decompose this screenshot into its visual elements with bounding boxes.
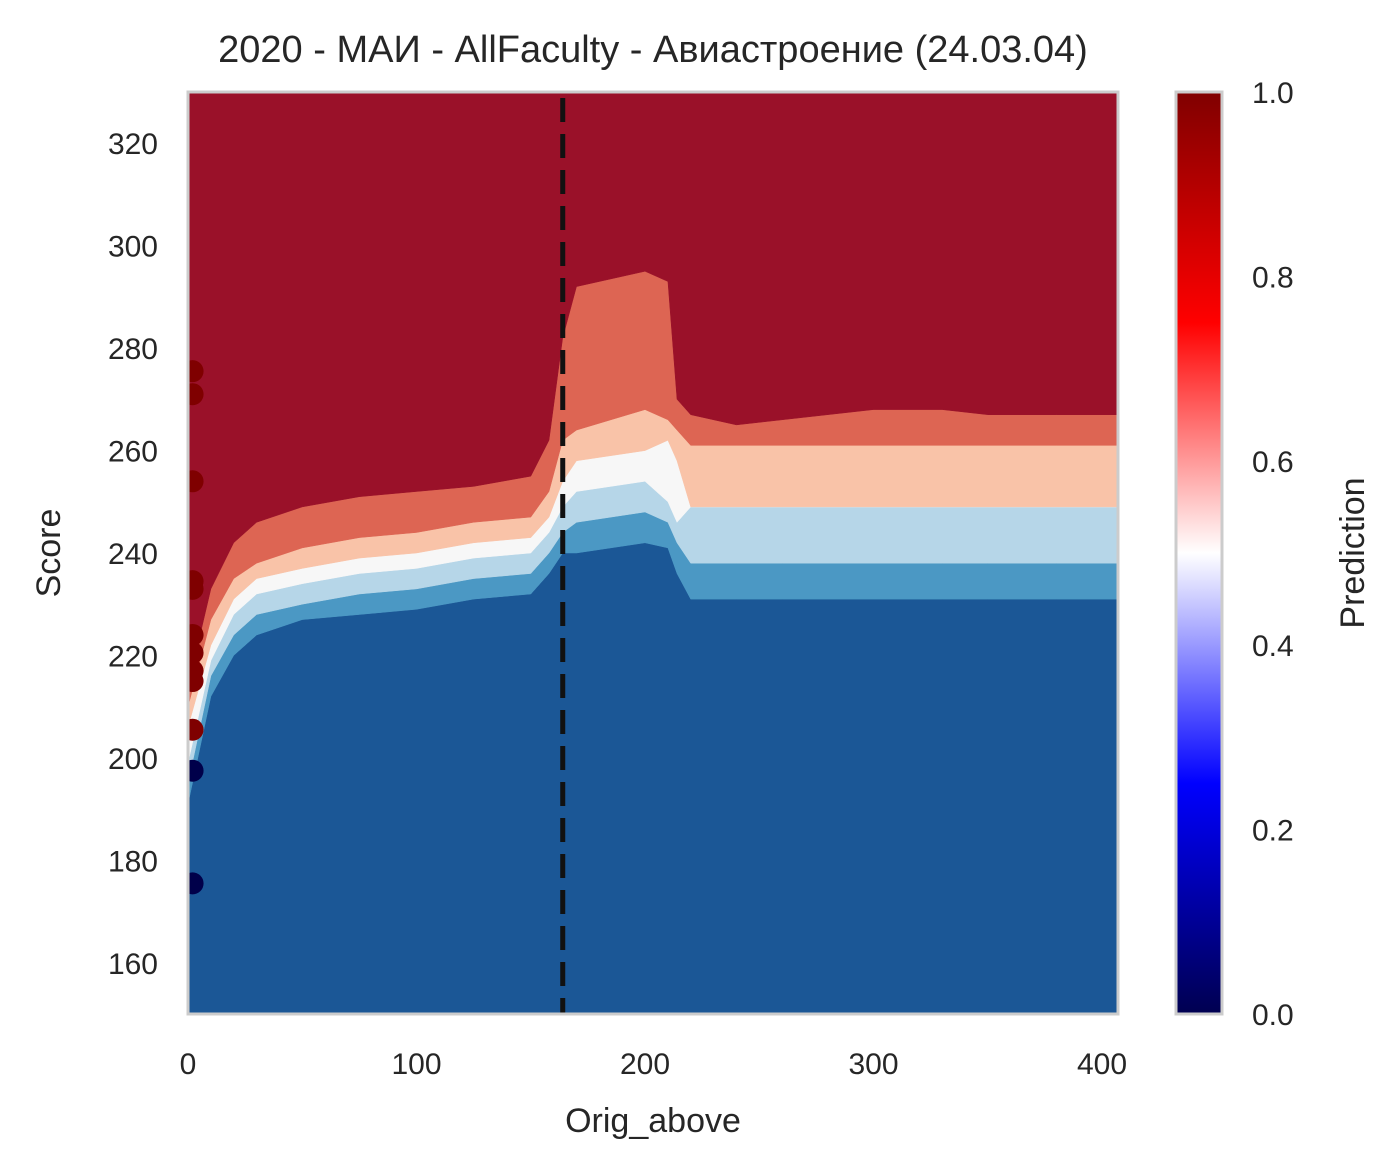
data-points: [188, 360, 204, 895]
colorbar-tick-label: 0.6: [1252, 446, 1294, 479]
data-point-10: [188, 759, 204, 782]
contour-fill-layer: [188, 92, 1118, 1014]
plot-frame: [186, 90, 1120, 1016]
data-point-2: [188, 470, 204, 493]
colorbar-label: Prediction: [1334, 477, 1372, 628]
data-point-11: [188, 872, 204, 895]
colorbar: [1174, 90, 1224, 1016]
data-point-5: [188, 623, 204, 646]
contour-band-6: [188, 92, 1118, 687]
y-tick-label: 200: [108, 743, 158, 776]
data-point-4: [188, 577, 204, 600]
data-point-9: [188, 718, 204, 741]
data-point-0: [188, 360, 204, 383]
x-tick-label: 0: [180, 1048, 197, 1081]
x-tick-label: 100: [391, 1048, 441, 1081]
chart-title: 2020 - МАИ - AllFaculty - Авиастроение (…: [218, 29, 1088, 71]
x-axis-ticks: 0 100 200 300 400: [180, 1048, 1127, 1081]
y-tick-label: 240: [108, 538, 158, 571]
data-point-8: [188, 670, 204, 693]
y-tick-label: 300: [108, 231, 158, 264]
y-tick-label: 220: [108, 640, 158, 673]
y-tick-label: 280: [108, 333, 158, 366]
colorbar-tick-label: 0.8: [1252, 261, 1294, 294]
colorbar-tick-label: 0.0: [1252, 999, 1294, 1032]
x-tick-label: 300: [848, 1048, 898, 1081]
colorbar-ticks: 0.0 0.2 0.4 0.6 0.8 1.0: [1252, 77, 1294, 1032]
colorbar-tick-label: 0.2: [1252, 815, 1294, 848]
y-tick-label: 260: [108, 436, 158, 469]
y-tick-label: 180: [108, 845, 158, 878]
y-tick-label: 320: [108, 128, 158, 161]
y-axis-ticks: 160 180 200 220 240 260 280 300 320: [108, 128, 158, 981]
x-tick-label: 400: [1077, 1048, 1127, 1081]
x-axis-label: Orig_above: [565, 1102, 741, 1140]
data-point-6: [188, 641, 204, 664]
colorbar-tick-label: 1.0: [1252, 77, 1294, 110]
y-tick-label: 160: [108, 948, 158, 981]
x-tick-label: 200: [620, 1048, 670, 1081]
y-axis-label: Score: [30, 509, 68, 598]
data-point-1: [188, 383, 204, 406]
colorbar-tick-label: 0.4: [1252, 630, 1294, 663]
